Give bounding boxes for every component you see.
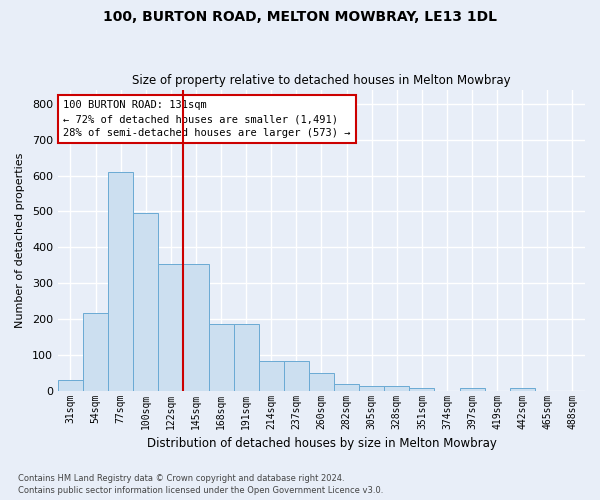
Bar xyxy=(409,388,434,390)
Bar xyxy=(209,324,233,390)
Bar xyxy=(460,388,485,390)
Bar xyxy=(284,361,309,390)
Bar xyxy=(384,386,409,390)
Y-axis label: Number of detached properties: Number of detached properties xyxy=(15,152,25,328)
Text: 100 BURTON ROAD: 131sqm
← 72% of detached houses are smaller (1,491)
28% of semi: 100 BURTON ROAD: 131sqm ← 72% of detache… xyxy=(63,100,351,138)
Bar xyxy=(309,372,334,390)
Text: Contains HM Land Registry data © Crown copyright and database right 2024.
Contai: Contains HM Land Registry data © Crown c… xyxy=(18,474,383,495)
Text: 100, BURTON ROAD, MELTON MOWBRAY, LE13 1DL: 100, BURTON ROAD, MELTON MOWBRAY, LE13 1… xyxy=(103,10,497,24)
Bar xyxy=(58,380,83,390)
X-axis label: Distribution of detached houses by size in Melton Mowbray: Distribution of detached houses by size … xyxy=(146,437,496,450)
Bar xyxy=(510,388,535,390)
Bar xyxy=(233,324,259,390)
Bar xyxy=(334,384,359,390)
Bar xyxy=(259,361,284,390)
Bar xyxy=(133,213,158,390)
Bar xyxy=(158,264,184,390)
Bar xyxy=(83,312,108,390)
Bar xyxy=(184,264,209,390)
Bar xyxy=(108,172,133,390)
Title: Size of property relative to detached houses in Melton Mowbray: Size of property relative to detached ho… xyxy=(132,74,511,87)
Bar xyxy=(359,386,384,390)
